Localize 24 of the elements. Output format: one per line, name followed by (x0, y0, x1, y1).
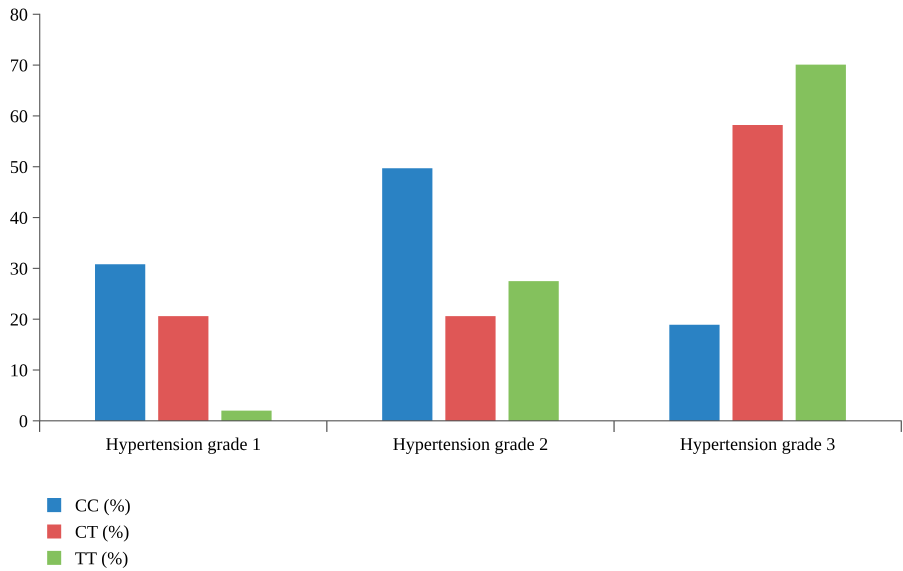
y-tick-label: 10 (11, 364, 28, 376)
bar (382, 168, 432, 421)
bar (508, 281, 559, 421)
y-tick-label: 40 (10, 212, 28, 224)
bar (158, 316, 208, 421)
bar (95, 264, 146, 421)
y-tick-label: 60 (10, 110, 28, 122)
y-tick-label: 50 (10, 160, 28, 174)
legend-label: TT (%) (75, 552, 128, 568)
bar (221, 410, 272, 421)
legend-label: CT (%) (76, 525, 128, 542)
x-tick-label: Hypertension grade 1 (106, 437, 260, 454)
legend-label: CC (%) (76, 498, 130, 516)
x-tick-label: Hypertension grade 3 (680, 437, 835, 454)
y-tick-label: 20 (10, 313, 28, 326)
y-tick-label: 0 (20, 415, 28, 428)
y-tick-label: 80 (10, 8, 28, 21)
bar (669, 324, 720, 421)
x-tick-label: Hypertension grade 2 (393, 437, 548, 454)
bar (732, 125, 783, 421)
bar (445, 316, 496, 421)
y-tick-label: 70 (11, 59, 28, 72)
bar (796, 64, 846, 421)
y-tick-label: 30 (10, 262, 28, 275)
